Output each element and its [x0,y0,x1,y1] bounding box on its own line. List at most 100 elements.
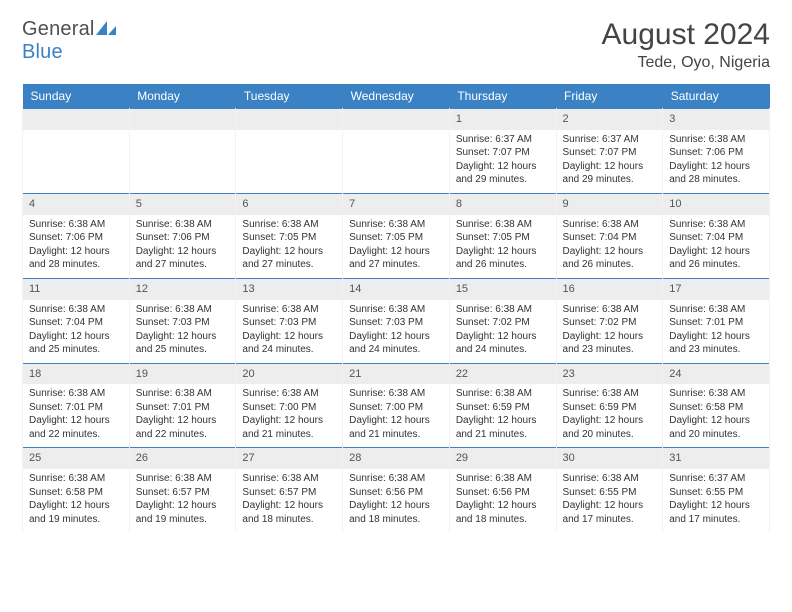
day-header: Monday [129,84,236,109]
day-number-cell: 19 [129,363,236,384]
day-cell: Sunrise: 6:38 AMSunset: 7:06 PMDaylight:… [129,215,236,279]
day-cell-info: Sunrise: 6:38 AMSunset: 7:06 PMDaylight:… [136,215,230,272]
sunrise-line: Sunrise: 6:38 AM [29,472,123,486]
sunset-line: Sunset: 7:03 PM [242,316,336,330]
sunset-line: Sunset: 6:59 PM [563,401,657,415]
sunset-line: Sunset: 6:58 PM [29,486,123,500]
day-number-cell: 7 [343,193,450,214]
day-cell: Sunrise: 6:38 AMSunset: 7:03 PMDaylight:… [129,300,236,364]
day-cell: Sunrise: 6:37 AMSunset: 7:07 PMDaylight:… [556,130,663,194]
daylight-line: Daylight: 12 hours and 24 minutes. [242,330,336,357]
sunrise-line: Sunrise: 6:38 AM [136,303,230,317]
day-number-cell: 22 [449,363,556,384]
daylight-line: Daylight: 12 hours and 21 minutes. [349,414,443,441]
day-header: Wednesday [343,84,450,109]
sunset-line: Sunset: 7:03 PM [349,316,443,330]
day-cell-info: Sunrise: 6:38 AMSunset: 6:58 PMDaylight:… [669,384,763,441]
sunset-line: Sunset: 6:59 PM [456,401,550,415]
day-number-cell: 21 [343,363,450,384]
sunset-line: Sunset: 7:00 PM [242,401,336,415]
month-title: August 2024 [602,18,770,52]
day-cell-info: Sunrise: 6:38 AMSunset: 6:59 PMDaylight:… [456,384,550,441]
calendar-page: GeneralBlue August 2024 Tede, Oyo, Niger… [0,0,792,550]
day-number-cell: 29 [449,448,556,469]
daylight-line: Daylight: 12 hours and 18 minutes. [456,499,550,526]
day-number-cell: 3 [663,109,770,130]
sunrise-line: Sunrise: 6:38 AM [136,218,230,232]
sunrise-line: Sunrise: 6:38 AM [669,133,763,147]
day-cell: Sunrise: 6:38 AMSunset: 7:01 PMDaylight:… [663,300,770,364]
day-header: Saturday [663,84,770,109]
day-cell-info: Sunrise: 6:38 AMSunset: 7:04 PMDaylight:… [669,215,763,272]
brand-part1: General [22,18,95,40]
sunset-line: Sunset: 7:02 PM [456,316,550,330]
day-cell-info: Sunrise: 6:38 AMSunset: 7:04 PMDaylight:… [29,300,123,357]
day-header-row: SundayMondayTuesdayWednesdayThursdayFrid… [23,84,770,109]
sunset-line: Sunset: 6:57 PM [242,486,336,500]
day-cell-info: Sunrise: 6:38 AMSunset: 6:56 PMDaylight:… [456,469,550,526]
day-number-cell: 30 [556,448,663,469]
sunrise-line: Sunrise: 6:38 AM [242,387,336,401]
sunset-line: Sunset: 6:56 PM [349,486,443,500]
sunrise-line: Sunrise: 6:38 AM [349,303,443,317]
daylight-line: Daylight: 12 hours and 21 minutes. [456,414,550,441]
day-cell-info: Sunrise: 6:38 AMSunset: 7:01 PMDaylight:… [136,384,230,441]
sunrise-line: Sunrise: 6:38 AM [563,303,657,317]
sunset-line: Sunset: 7:06 PM [136,231,230,245]
day-cell-info: Sunrise: 6:38 AMSunset: 7:02 PMDaylight:… [563,300,657,357]
day-cell-info: Sunrise: 6:38 AMSunset: 7:05 PMDaylight:… [456,215,550,272]
day-cell: Sunrise: 6:38 AMSunset: 6:56 PMDaylight:… [449,469,556,532]
sail-icon [95,20,117,36]
day-number-cell: 20 [236,363,343,384]
daylight-line: Daylight: 12 hours and 24 minutes. [456,330,550,357]
sunrise-line: Sunrise: 6:38 AM [563,218,657,232]
day-number-cell: 26 [129,448,236,469]
day-number-cell [236,109,343,130]
sunrise-line: Sunrise: 6:38 AM [29,387,123,401]
day-number-cell: 16 [556,278,663,299]
daylight-line: Daylight: 12 hours and 27 minutes. [136,245,230,272]
sunset-line: Sunset: 7:04 PM [29,316,123,330]
day-number-cell [129,109,236,130]
daylight-line: Daylight: 12 hours and 21 minutes. [242,414,336,441]
sunrise-line: Sunrise: 6:38 AM [29,218,123,232]
day-cell: Sunrise: 6:38 AMSunset: 6:55 PMDaylight:… [556,469,663,532]
day-cell-info: Sunrise: 6:38 AMSunset: 7:01 PMDaylight:… [669,300,763,357]
day-info-row: Sunrise: 6:37 AMSunset: 7:07 PMDaylight:… [23,130,770,194]
day-number-cell: 1 [449,109,556,130]
day-cell: Sunrise: 6:38 AMSunset: 7:04 PMDaylight:… [23,300,130,364]
day-cell: Sunrise: 6:37 AMSunset: 6:55 PMDaylight:… [663,469,770,532]
day-cell-info: Sunrise: 6:37 AMSunset: 6:55 PMDaylight:… [669,469,763,526]
sunrise-line: Sunrise: 6:38 AM [136,472,230,486]
daylight-line: Daylight: 12 hours and 17 minutes. [563,499,657,526]
sunrise-line: Sunrise: 6:38 AM [669,218,763,232]
sunset-line: Sunset: 7:00 PM [349,401,443,415]
daylight-line: Daylight: 12 hours and 26 minutes. [563,245,657,272]
daylight-line: Daylight: 12 hours and 22 minutes. [136,414,230,441]
location: Tede, Oyo, Nigeria [602,54,770,72]
day-number-cell: 9 [556,193,663,214]
daylight-line: Daylight: 12 hours and 26 minutes. [669,245,763,272]
day-number-cell: 14 [343,278,450,299]
day-number-cell: 5 [129,193,236,214]
sunrise-line: Sunrise: 6:38 AM [242,472,336,486]
day-header: Friday [556,84,663,109]
day-number-cell: 8 [449,193,556,214]
sunset-line: Sunset: 7:07 PM [456,146,550,160]
daylight-line: Daylight: 12 hours and 24 minutes. [349,330,443,357]
daylight-line: Daylight: 12 hours and 20 minutes. [563,414,657,441]
day-number-cell: 4 [23,193,130,214]
day-cell-info: Sunrise: 6:38 AMSunset: 6:58 PMDaylight:… [29,469,123,526]
day-cell: Sunrise: 6:38 AMSunset: 6:59 PMDaylight:… [449,384,556,448]
day-number-cell: 15 [449,278,556,299]
daylight-line: Daylight: 12 hours and 25 minutes. [136,330,230,357]
day-cell: Sunrise: 6:38 AMSunset: 7:02 PMDaylight:… [556,300,663,364]
sunset-line: Sunset: 7:01 PM [136,401,230,415]
day-cell: Sunrise: 6:38 AMSunset: 7:05 PMDaylight:… [236,215,343,279]
day-cell: Sunrise: 6:37 AMSunset: 7:07 PMDaylight:… [449,130,556,194]
sunset-line: Sunset: 7:03 PM [136,316,230,330]
sunrise-line: Sunrise: 6:38 AM [456,472,550,486]
day-info-row: Sunrise: 6:38 AMSunset: 7:01 PMDaylight:… [23,384,770,448]
day-number-cell: 18 [23,363,130,384]
day-number-cell: 11 [23,278,130,299]
